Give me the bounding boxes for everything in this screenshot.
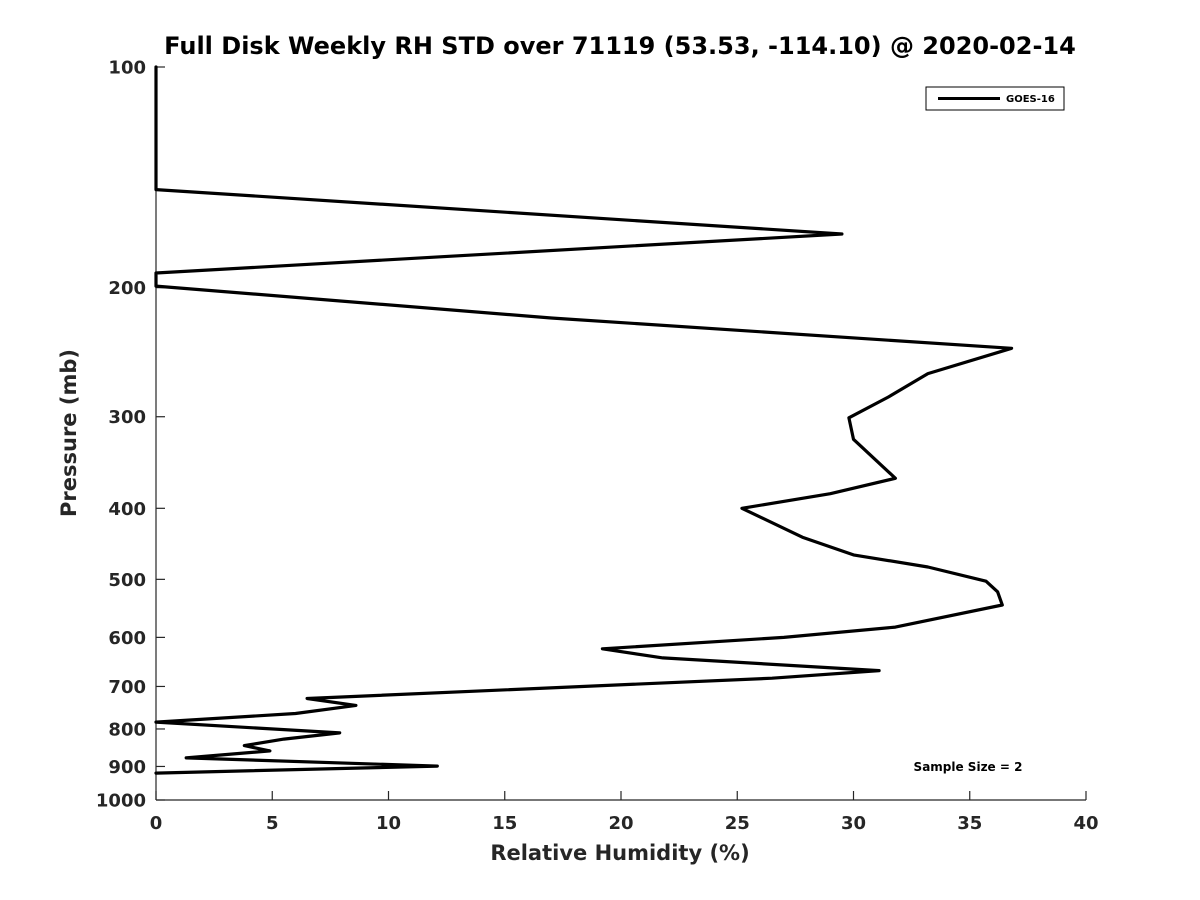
x-tick-label-5: 5 <box>266 813 279 834</box>
y-tick-label-600: 600 <box>108 628 146 649</box>
y-tick-label-200: 200 <box>108 278 146 299</box>
y-axis-ticks: 100 200 300 400 500 600 700 800 900 1000 <box>96 58 165 812</box>
legend: GOES-16 <box>925 86 1065 111</box>
y-axis-label: Pressure (mb) <box>57 349 81 517</box>
chart-title: Full Disk Weekly RH STD over 71119 (53.5… <box>164 32 1076 60</box>
x-tick-label-35: 35 <box>957 813 982 834</box>
y-tick-label-700: 700 <box>108 677 146 698</box>
y-tick-label-800: 800 <box>108 719 146 740</box>
series-line-goes-16 <box>154 65 1014 775</box>
x-tick-label-25: 25 <box>725 813 750 834</box>
y-tick-label-300: 300 <box>108 407 146 428</box>
x-axis-label: Relative Humidity (%) <box>490 841 749 865</box>
x-tick-label-40: 40 <box>1073 813 1098 834</box>
x-tick-label-0: 0 <box>150 813 163 834</box>
x-tick-label-10: 10 <box>376 813 401 834</box>
x-tick-label-20: 20 <box>608 813 633 834</box>
y-tick-label-1000: 1000 <box>96 791 146 812</box>
y-tick-label-100: 100 <box>108 58 146 79</box>
x-tick-label-30: 30 <box>841 813 866 834</box>
y-tick-label-400: 400 <box>108 499 146 520</box>
legend-label-goes-16: GOES-16 <box>1006 94 1055 105</box>
x-tick-label-15: 15 <box>492 813 517 834</box>
sample-size-annotation: Sample Size = 2 <box>914 760 1023 774</box>
x-axis-ticks: 0 5 10 15 20 25 30 35 40 <box>150 791 1099 834</box>
plot-area <box>155 67 1086 801</box>
series-layer <box>154 65 1014 775</box>
y-tick-label-900: 900 <box>108 757 146 778</box>
y-tick-label-500: 500 <box>108 570 146 591</box>
